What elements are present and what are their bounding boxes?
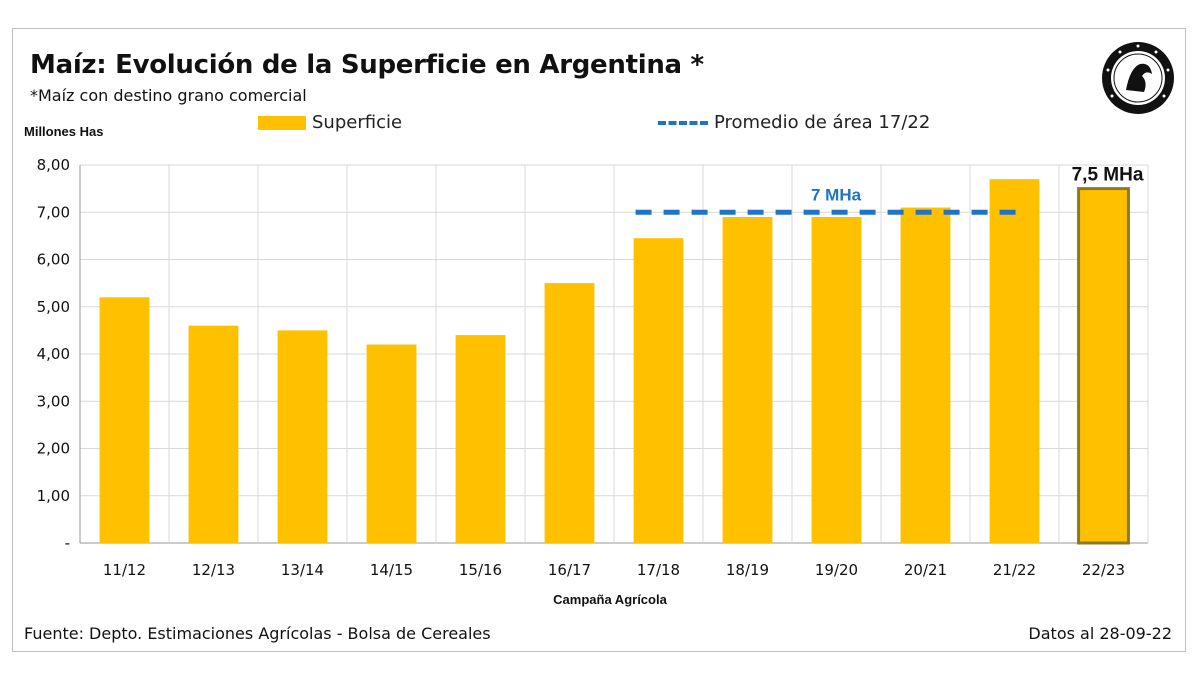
x-tick-label: 16/17: [548, 561, 591, 579]
legend-swatch-promedio: [658, 120, 708, 125]
bar-15-16: [455, 335, 506, 543]
legend-label-superficie: Superficie: [312, 112, 403, 133]
bar-11-12: [99, 297, 150, 543]
x-axis-label-text: Campaña Agrícola: [553, 592, 667, 607]
x-tick-label: 22/23: [1082, 561, 1125, 579]
y-tick-label: 6,00: [37, 251, 70, 269]
x-tick-label: 13/14: [281, 561, 324, 579]
bar-12-13: [188, 325, 239, 543]
y-tick-label: 4,00: [37, 345, 70, 363]
bar-21-22: [989, 179, 1040, 544]
chart-subtitle: *Maíz con destino grano comercial: [30, 86, 307, 105]
bar-20-21: [900, 207, 951, 543]
y-tick-label: 1,00: [37, 487, 70, 505]
x-tick-label: 18/19: [726, 561, 769, 579]
y-tick-label: 2,00: [37, 440, 70, 458]
y-tick-label: 8,00: [37, 156, 70, 174]
x-tick-label: 11/12: [103, 561, 146, 579]
y-axis-label: Millones Has: [24, 124, 104, 139]
legend-superficie: Superficie: [258, 112, 402, 133]
y-tick-label: 7,00: [37, 203, 70, 221]
y-tick-label: 5,00: [37, 298, 70, 316]
bar-17-18: [633, 238, 684, 544]
y-tick-label: -: [65, 534, 70, 552]
x-axis-label: Campaña Agrícola: [0, 592, 1200, 607]
x-tick-label: 20/21: [904, 561, 947, 579]
bar-19-20: [811, 216, 862, 543]
date-note: Datos al 28-09-22: [1028, 624, 1172, 643]
y-tick-label: 3,00: [37, 392, 70, 410]
legend-promedio: Promedio de área 17/22: [658, 112, 930, 133]
bar-16-17: [544, 283, 595, 543]
x-tick-label: 14/15: [370, 561, 413, 579]
bar-annotation: 7,5 MHa: [1072, 165, 1144, 186]
x-tick-label: 12/13: [192, 561, 235, 579]
bar-13-14: [277, 330, 328, 543]
average-label: 7 MHa: [811, 185, 862, 204]
bar-14-15: [366, 344, 417, 543]
legend-swatch-superficie: [258, 115, 306, 130]
x-tick-label: 17/18: [637, 561, 680, 579]
bar-22-23: [1077, 187, 1130, 545]
bar-18-19: [722, 216, 773, 543]
chart-title: Maíz: Evolución de la Superficie en Arge…: [30, 50, 704, 80]
x-tick-label: 19/20: [815, 561, 858, 579]
x-tick-label: 15/16: [459, 561, 502, 579]
source-note: Fuente: Depto. Estimaciones Agrícolas - …: [24, 624, 491, 643]
institution-seal-icon: [1102, 42, 1174, 114]
legend-label-promedio: Promedio de área 17/22: [714, 112, 931, 133]
x-tick-label: 21/22: [993, 561, 1036, 579]
